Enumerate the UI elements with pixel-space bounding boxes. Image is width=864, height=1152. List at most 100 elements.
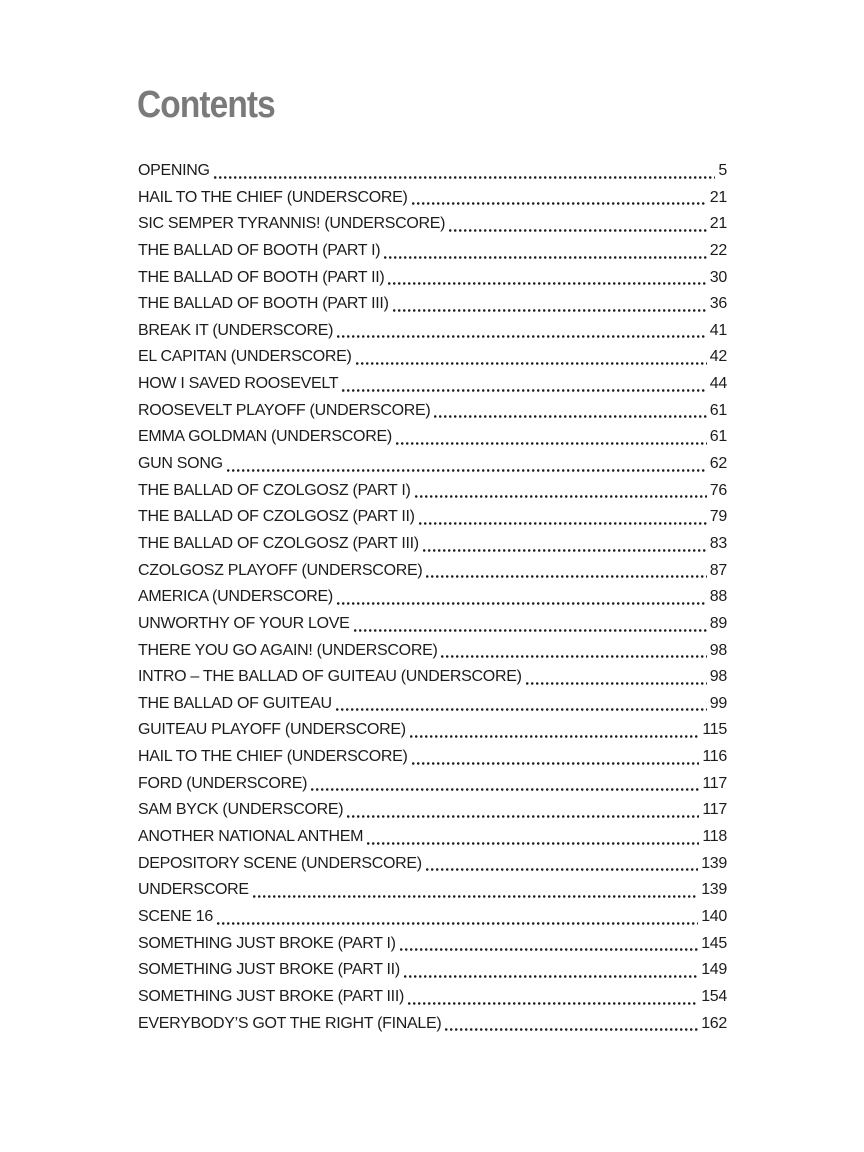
toc-entry-title: SOMETHING JUST BROKE (PART III) — [138, 987, 404, 1005]
toc-entry-page: 117 — [702, 774, 727, 792]
toc-entry-page: 42 — [709, 348, 728, 366]
toc-entry: SCENE 16 140 — [138, 904, 727, 931]
toc-list: OPENING 5 HAIL TO THE CHIEF (UNDERSCORE)… — [138, 158, 727, 1037]
toc-entry-title: AMERICA (UNDERSCORE) — [138, 588, 333, 606]
dot-leader — [252, 894, 699, 898]
toc-entry: AMERICA (UNDERSCORE) 88 — [138, 584, 727, 611]
dot-leader — [384, 255, 707, 259]
toc-entry-title: ANOTHER NATIONAL ANTHEM — [138, 828, 364, 846]
toc-entry-title: CZOLGOSZ PLAYOFF (UNDERSCORE) — [138, 561, 423, 579]
dot-leader — [337, 335, 707, 339]
toc-entry-page: 61 — [709, 428, 728, 446]
toc-entry-page: 36 — [709, 295, 728, 313]
toc-entry: UNWORTHY OF YOUR LOVE 89 — [138, 611, 727, 638]
toc-entry-title: UNWORTHY OF YOUR LOVE — [138, 614, 350, 632]
toc-entry-title: DEPOSITORY SCENE (UNDERSCORE) — [138, 854, 422, 872]
toc-entry-title: THE BALLAD OF BOOTH (PART I) — [138, 241, 381, 259]
dot-leader — [347, 815, 700, 819]
toc-entry: THE BALLAD OF BOOTH (PART II) 30 — [138, 265, 727, 292]
toc-entry-title: HAIL TO THE CHIEF (UNDERSCORE) — [138, 188, 408, 206]
dot-leader — [525, 681, 707, 685]
toc-entry: FORD (UNDERSCORE) 117 — [138, 771, 727, 798]
dot-leader — [411, 202, 707, 206]
toc-entry-page: 22 — [709, 241, 728, 259]
toc-entry-title: GUN SONG — [138, 455, 223, 473]
toc-entry-title: INTRO – THE BALLAD OF GUITEAU (UNDERSCOR… — [138, 668, 522, 686]
toc-entry: THE BALLAD OF BOOTH (PART III) 36 — [138, 291, 727, 318]
dot-leader — [388, 282, 707, 286]
toc-entry: HOW I SAVED ROOSEVELT 44 — [138, 371, 727, 398]
toc-entry-page: 115 — [702, 721, 727, 739]
toc-entry: SAM BYCK (UNDERSCORE) 117 — [138, 797, 727, 824]
toc-entry-page: 79 — [709, 508, 728, 526]
toc-entry-page: 76 — [709, 481, 728, 499]
toc-entry-page: 139 — [701, 881, 727, 899]
dot-leader — [445, 1028, 699, 1032]
toc-entry: UNDERSCORE 139 — [138, 877, 727, 904]
toc-entry: BREAK IT (UNDERSCORE) 41 — [138, 318, 727, 345]
toc-entry-title: EMMA GOLDMAN (UNDERSCORE) — [138, 428, 392, 446]
toc-entry-title: SIC SEMPER TYRANNIS! (UNDERSCORE) — [138, 215, 446, 233]
toc-entry: SIC SEMPER TYRANNIS! (UNDERSCORE) 21 — [138, 211, 727, 238]
dot-leader — [226, 468, 707, 472]
dot-leader — [392, 308, 707, 312]
dot-leader — [353, 628, 707, 632]
toc-entry: OPENING 5 — [138, 158, 727, 185]
toc-entry: EMMA GOLDMAN (UNDERSCORE) 61 — [138, 424, 727, 451]
toc-entry-page: 5 — [718, 162, 727, 179]
toc-entry: ANOTHER NATIONAL ANTHEM 118 — [138, 824, 727, 851]
toc-entry-page: 41 — [709, 321, 728, 339]
toc-entry: GUN SONG 62 — [138, 451, 727, 478]
toc-entry-page: 149 — [701, 961, 727, 979]
dot-leader — [441, 655, 707, 659]
toc-entry: THE BALLAD OF CZOLGOSZ (PART I) 76 — [138, 478, 727, 505]
toc-entry: THE BALLAD OF BOOTH (PART I) 22 — [138, 238, 727, 265]
toc-entry-page: 140 — [701, 907, 727, 925]
toc-entry-title: EVERYBODY’S GOT THE RIGHT (FINALE) — [138, 1014, 442, 1032]
toc-entry: ROOSEVELT PLAYOFF (UNDERSCORE) 61 — [138, 398, 727, 425]
toc-entry-page: 83 — [709, 534, 728, 552]
toc-entry-title: FORD (UNDERSCORE) — [138, 774, 308, 792]
dot-leader — [434, 415, 707, 419]
toc-entry-title: SOMETHING JUST BROKE (PART I) — [138, 934, 396, 952]
toc-entry-title: GUITEAU PLAYOFF (UNDERSCORE) — [138, 721, 406, 739]
dot-leader — [213, 175, 716, 179]
toc-entry-page: 99 — [709, 694, 728, 712]
toc-entry-page: 118 — [702, 828, 727, 846]
toc-entry-title: HOW I SAVED ROOSEVELT — [138, 375, 339, 393]
dot-leader — [342, 388, 707, 392]
toc-entry-title: EL CAPITAN (UNDERSCORE) — [138, 348, 352, 366]
toc-entry: CZOLGOSZ PLAYOFF (UNDERSCORE) 87 — [138, 558, 727, 585]
toc-entry: SOMETHING JUST BROKE (PART I) 145 — [138, 931, 727, 958]
dot-leader — [409, 735, 700, 739]
toc-entry-title: THE BALLAD OF BOOTH (PART III) — [138, 295, 389, 313]
dot-leader — [335, 708, 707, 712]
toc-entry: DEPOSITORY SCENE (UNDERSCORE) 139 — [138, 851, 727, 878]
toc-entry: EVERYBODY’S GOT THE RIGHT (FINALE) 162 — [138, 1011, 727, 1038]
toc-entry-page: 62 — [709, 455, 728, 473]
toc-entry: THE BALLAD OF GUITEAU 99 — [138, 691, 727, 718]
toc-entry: HAIL TO THE CHIEF (UNDERSCORE) 21 — [138, 185, 727, 212]
page-title: Contents — [137, 84, 276, 126]
dot-leader — [422, 548, 707, 552]
toc-entry-page: 21 — [709, 188, 728, 206]
toc-entry-page: 30 — [709, 268, 728, 286]
toc-entry-title: THERE YOU GO AGAIN! (UNDERSCORE) — [138, 641, 438, 659]
dot-leader — [311, 788, 700, 792]
toc-entry: GUITEAU PLAYOFF (UNDERSCORE) 115 — [138, 717, 727, 744]
dot-leader — [418, 521, 707, 525]
toc-entry: EL CAPITAN (UNDERSCORE) 42 — [138, 344, 727, 371]
toc-entry-title: SAM BYCK (UNDERSCORE) — [138, 801, 344, 819]
dot-leader — [355, 362, 707, 366]
toc-entry: THE BALLAD OF CZOLGOSZ (PART III) 83 — [138, 531, 727, 558]
dot-leader — [367, 841, 700, 845]
toc-entry-title: THE BALLAD OF CZOLGOSZ (PART I) — [138, 481, 411, 499]
toc-entry-page: 88 — [709, 588, 728, 606]
toc-entry: SOMETHING JUST BROKE (PART II) 149 — [138, 957, 727, 984]
dot-leader — [408, 1001, 699, 1005]
toc-entry-title: SCENE 16 — [138, 907, 213, 925]
dot-leader — [216, 921, 699, 925]
dot-leader — [411, 761, 700, 765]
dot-leader — [426, 575, 707, 579]
toc-entry-title: THE BALLAD OF CZOLGOSZ (PART III) — [138, 534, 419, 552]
